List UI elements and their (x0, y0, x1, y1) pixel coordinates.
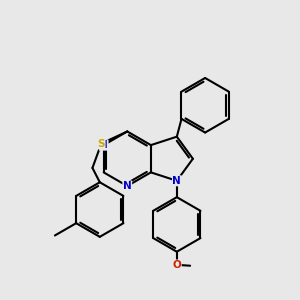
Text: N: N (99, 140, 108, 150)
Text: O: O (172, 260, 181, 270)
Text: N: N (172, 176, 181, 186)
Text: N: N (123, 181, 132, 191)
Text: S: S (98, 139, 105, 148)
